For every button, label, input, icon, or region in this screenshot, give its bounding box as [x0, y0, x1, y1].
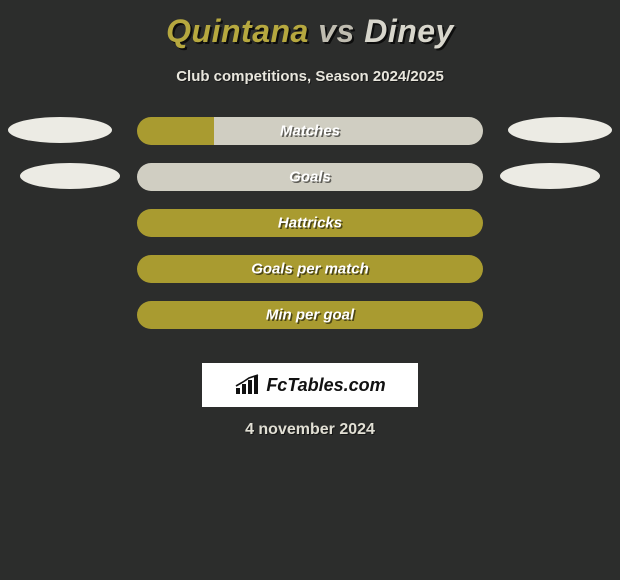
- comparison-card: Quintana vs Diney Club competitions, Sea…: [0, 0, 620, 439]
- stats-rows: 27Matches 01Goals 00Hattricks 0.14Goals per…: [0, 117, 620, 347]
- title-player1: Quintana: [166, 13, 309, 49]
- logo-box: FcTables.com: [202, 363, 418, 407]
- stat-bar-track: 01Goals: [137, 163, 483, 191]
- stat-row: 27Matches: [0, 117, 620, 163]
- date-text: 4 november 2024: [0, 421, 620, 439]
- stat-row: 699Min per goal: [0, 301, 620, 347]
- stat-bar-left: [137, 117, 214, 145]
- title-vs: vs: [318, 13, 355, 49]
- stat-bar-track: 27Matches: [137, 117, 483, 145]
- title: Quintana vs Diney: [0, 13, 620, 50]
- stat-label: Goals: [289, 169, 331, 186]
- subtitle: Club competitions, Season 2024/2025: [0, 68, 620, 85]
- title-player2: Diney: [364, 13, 454, 49]
- stat-label: Min per goal: [266, 307, 354, 324]
- stat-row: 0.14Goals per match: [0, 255, 620, 301]
- stat-bar-right: [214, 117, 483, 145]
- logo-text: FcTables.com: [266, 375, 385, 396]
- stat-label: Matches: [280, 123, 340, 140]
- stat-bar-track: 00Hattricks: [137, 209, 483, 237]
- stat-bar-track: 699Min per goal: [137, 301, 483, 329]
- stat-row: 00Hattricks: [0, 209, 620, 255]
- stat-row: 01Goals: [0, 163, 620, 209]
- bars-icon: [234, 374, 260, 396]
- stat-bar-track: 0.14Goals per match: [137, 255, 483, 283]
- stat-label: Hattricks: [278, 215, 342, 232]
- stat-label: Goals per match: [251, 261, 369, 278]
